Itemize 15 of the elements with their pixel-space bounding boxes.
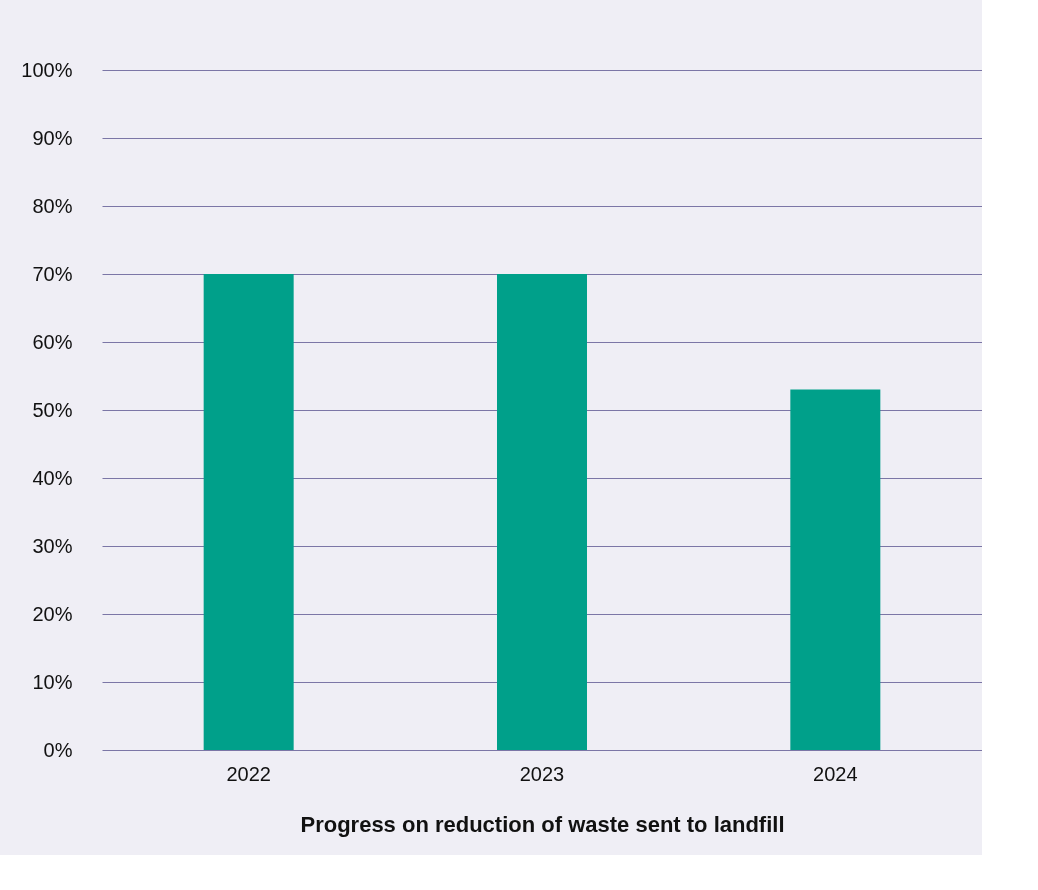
x-tick-label: 2024 — [813, 762, 858, 785]
y-tick-label: 80% — [32, 194, 73, 217]
y-tick-label: 20% — [32, 602, 73, 625]
y-tick-label: 90% — [32, 126, 73, 149]
y-tick-label: 50% — [32, 398, 73, 421]
y-tick-label: 100% — [21, 58, 73, 81]
y-tick-label: 30% — [32, 534, 73, 557]
y-tick-label: 70% — [32, 262, 73, 285]
x-tick-label: 2022 — [226, 762, 271, 785]
y-tick-label: 40% — [32, 466, 73, 489]
x-tick-label: 2023 — [519, 762, 565, 785]
y-tick-label: 0% — [43, 738, 73, 761]
y-tick-label: 10% — [32, 670, 73, 693]
y-tick-label: 60% — [32, 330, 73, 353]
x-axis-title: Progress on reduction of waste sent to landfill — [300, 811, 785, 837]
